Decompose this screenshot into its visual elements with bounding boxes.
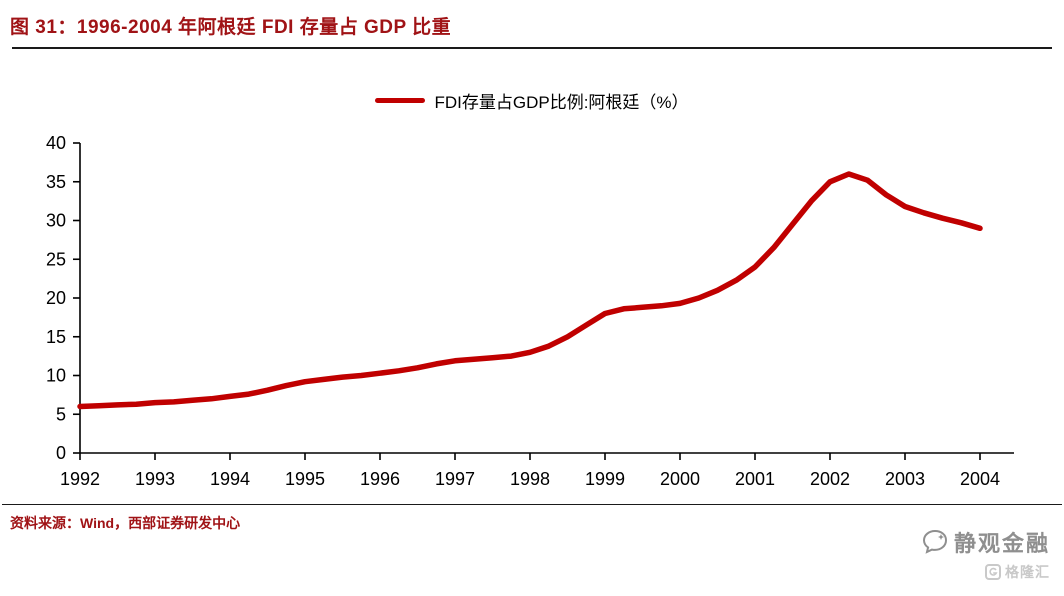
chart-area: 0 5 10 15 20 25 30 35 40 1992 1993 1994 1995 1996 1997… (0, 123, 1064, 500)
y-tick-label: 15 (46, 327, 66, 347)
y-tick-label: 25 (46, 249, 66, 269)
y-tick-label: 10 (46, 366, 66, 386)
x-tick-label: 2002 (810, 469, 850, 489)
gelonghui-logo-icon (985, 564, 1001, 580)
x-tick-label: 1993 (135, 469, 175, 489)
watermark-primary: 静观金融 (922, 526, 1050, 558)
x-tick-label: 1996 (360, 469, 400, 489)
chart-header: 图 31：1996-2004 年阿根廷 FDI 存量占 GDP 比重 (0, 0, 1064, 49)
y-tick-label: 5 (56, 404, 66, 424)
x-tick-label: 2003 (885, 469, 925, 489)
fdi-series-line (77, 171, 983, 410)
footer-divider (2, 504, 1062, 505)
watermark-secondary-text: 格隆汇 (1005, 564, 1050, 580)
y-tick-label: 0 (56, 443, 66, 463)
source-note: 资料来源：Wind，西部证券研发中心 (10, 515, 241, 531)
watermark-primary-text: 静观金融 (953, 531, 1050, 556)
x-tick-label: 1995 (285, 469, 325, 489)
x-tick-label: 2001 (735, 469, 775, 489)
x-tick-label: 1994 (210, 469, 250, 489)
page-title: 图 31：1996-2004 年阿根廷 FDI 存量占 GDP 比重 (10, 17, 452, 38)
watermark: 静观金融 格隆汇 (922, 526, 1050, 582)
legend-line-swatch (375, 97, 426, 103)
x-tick-label: 2004 (960, 469, 1000, 489)
legend: FDI存量占GDP比例:阿根廷（%） (0, 89, 1064, 112)
watermark-secondary: 格隆汇 (922, 562, 1050, 582)
x-tick-label: 1992 (60, 469, 100, 489)
y-tick-label: 20 (46, 288, 66, 308)
y-tick-label: 35 (46, 172, 66, 192)
x-tick-label: 1999 (585, 469, 625, 489)
y-tick-label: 40 (46, 133, 66, 153)
title-divider (12, 47, 1052, 49)
y-tick-label: 30 (46, 211, 66, 231)
x-tick-label: 1998 (510, 469, 550, 489)
x-tick-label: 1997 (435, 469, 475, 489)
x-tick-label: 2000 (660, 469, 700, 489)
chat-bubble-icon (922, 529, 947, 554)
legend-label: FDI存量占GDP比例:阿根廷（%） (434, 92, 689, 112)
fdi-line-chart: 0 5 10 15 20 25 30 35 40 1992 1993 1994 1995 1996 1997… (46, 133, 1014, 489)
